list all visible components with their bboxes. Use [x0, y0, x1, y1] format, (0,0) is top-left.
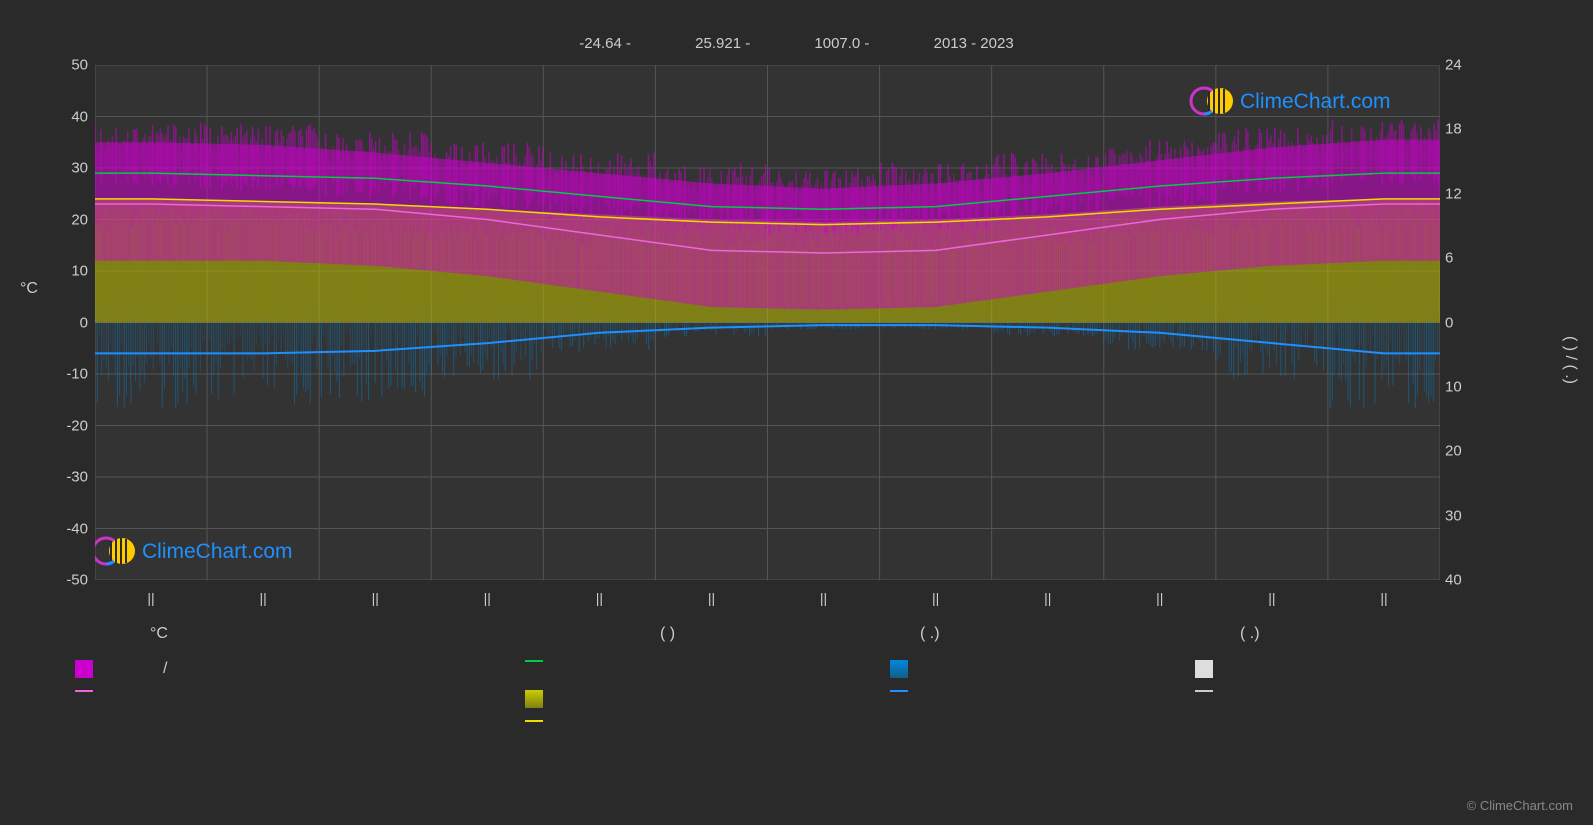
- climate-chart: -24.64 - 25.921 - 1007.0 - 2013 - 2023 °…: [0, 0, 1593, 825]
- x-tick: ||: [932, 590, 939, 606]
- legend-item: [890, 690, 978, 692]
- y-left-tick: 50: [48, 57, 88, 74]
- y-left-tick: 0: [48, 314, 88, 331]
- y-left-tick: 10: [48, 263, 88, 280]
- footer-credit: © ClimeChart.com: [1467, 798, 1573, 813]
- header-years: 2013 - 2023: [934, 35, 1014, 52]
- legend-item: [525, 660, 613, 662]
- x-tick: ||: [1268, 590, 1275, 606]
- legend-item: /: [75, 660, 167, 678]
- legend-item: [1195, 690, 1283, 692]
- header-elev: 1007.0 -: [814, 35, 869, 52]
- y-right-tick: 12: [1445, 185, 1485, 202]
- y-right-tick: 6: [1445, 250, 1485, 267]
- y-left-tick: -30: [48, 469, 88, 486]
- legend-item: [890, 660, 978, 678]
- y-right-tick: 30: [1445, 507, 1485, 524]
- legend-swatch: [1195, 660, 1213, 678]
- svg-text:ClimeChart.com: ClimeChart.com: [142, 540, 293, 563]
- x-tick: ||: [1044, 590, 1051, 606]
- legend-label: /: [163, 660, 167, 678]
- y-right-tick: 40: [1445, 572, 1485, 589]
- header-lat: -24.64 -: [579, 35, 631, 52]
- legend-item: [75, 690, 163, 692]
- y-left-tick: -40: [48, 520, 88, 537]
- y-right-tick: 0: [1445, 314, 1485, 331]
- y-left-tick: 30: [48, 160, 88, 177]
- legend-header: °C: [150, 625, 168, 643]
- y-left-axis-title: °C: [20, 280, 38, 298]
- x-tick: ||: [820, 590, 827, 606]
- y-right-labels: 0612182410203040: [1445, 65, 1485, 580]
- y-right-tick: 10: [1445, 378, 1485, 395]
- plot-svg: ClimeChart.com ClimeChart.com: [95, 65, 1440, 580]
- svg-text:ClimeChart.com: ClimeChart.com: [1240, 90, 1391, 113]
- x-tick: ||: [596, 590, 603, 606]
- legend-swatch: [1195, 690, 1213, 692]
- x-tick: ||: [484, 590, 491, 606]
- x-tick: ||: [708, 590, 715, 606]
- legend-swatch: [890, 690, 908, 692]
- legend-item: [1195, 660, 1283, 678]
- legend-swatch: [75, 660, 93, 678]
- x-tick: ||: [147, 590, 154, 606]
- chart-header: -24.64 - 25.921 - 1007.0 - 2013 - 2023: [0, 35, 1593, 52]
- legend-swatch: [525, 690, 543, 708]
- x-tick: ||: [372, 590, 379, 606]
- legend-item: [525, 690, 613, 708]
- y-left-tick: -50: [48, 572, 88, 589]
- header-lon: 25.921 -: [695, 35, 750, 52]
- plot-area: ClimeChart.com ClimeChart.com: [95, 65, 1440, 580]
- legend-item: [525, 720, 613, 722]
- y-right-axis-title: ( ) / ( .): [1561, 200, 1579, 520]
- legend-swatch: [890, 660, 908, 678]
- legend-swatch: [75, 690, 93, 692]
- legend-header: ( ): [660, 625, 675, 643]
- y-left-labels: -50-40-30-20-1001020304050: [48, 65, 88, 580]
- y-left-tick: -10: [48, 366, 88, 383]
- y-right-tick: 20: [1445, 443, 1485, 460]
- legend-swatch: [525, 660, 543, 662]
- x-tick: ||: [1156, 590, 1163, 606]
- y-left-tick: 20: [48, 211, 88, 228]
- y-left-tick: -20: [48, 417, 88, 434]
- legend-header: ( .): [1240, 625, 1260, 643]
- x-tick: ||: [1380, 590, 1387, 606]
- y-left-tick: 40: [48, 108, 88, 125]
- legend-swatch: [525, 720, 543, 722]
- y-right-tick: 24: [1445, 57, 1485, 74]
- y-right-tick: 18: [1445, 121, 1485, 138]
- x-tick: ||: [259, 590, 266, 606]
- legend-header: ( .): [920, 625, 940, 643]
